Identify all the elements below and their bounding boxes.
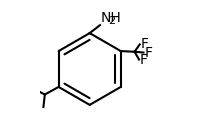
Text: NH: NH (100, 11, 121, 25)
Text: F: F (144, 46, 152, 59)
Text: F: F (140, 53, 148, 67)
Text: 2: 2 (108, 16, 116, 26)
Text: F: F (140, 37, 148, 51)
